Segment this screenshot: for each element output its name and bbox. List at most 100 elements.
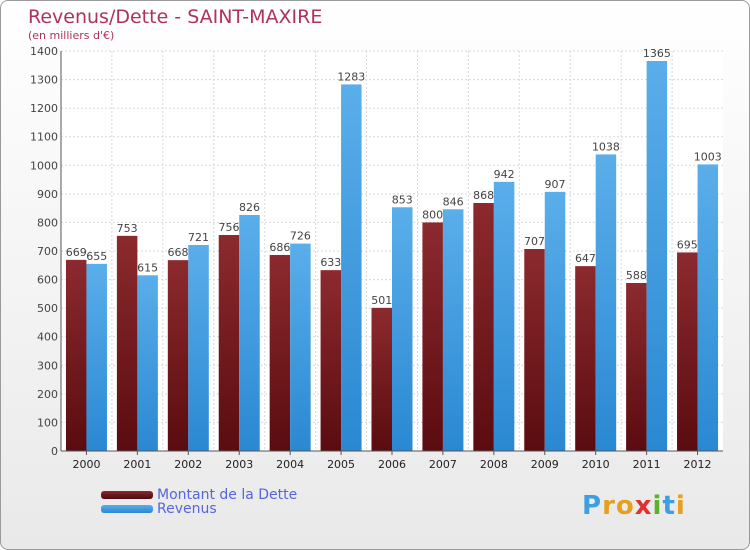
bar-debt-2012 — [677, 252, 698, 451]
logo-letter: r — [602, 491, 616, 521]
y-tick-label: 300 — [37, 359, 58, 372]
bars-layer — [65, 61, 719, 451]
bar-debt-2011 — [626, 283, 647, 451]
bar-debt-2003 — [218, 235, 240, 451]
value-label-revenue-2006: 853 — [392, 193, 413, 206]
value-label-revenue-2010: 1038 — [592, 140, 620, 153]
y-tick-label: 500 — [37, 302, 58, 315]
proxiti-logo: Proxiti — [582, 491, 686, 521]
chart-subtitle: (en milliers d'€) — [28, 29, 115, 42]
y-tick-label: 1100 — [30, 131, 58, 144]
value-label-debt-2010: 647 — [575, 252, 596, 265]
y-tick-label: 800 — [37, 216, 58, 229]
legend-swatch-debt — [101, 491, 153, 499]
y-tick-label: 200 — [37, 388, 58, 401]
bar-debt-2007 — [422, 222, 443, 451]
value-label-revenue-2005: 1283 — [337, 70, 365, 83]
axes-layer: 0 100 200 300 400 500 600 700 800 900 1000 1100 1200… — [30, 45, 723, 471]
bar-revenue-2001 — [137, 275, 158, 451]
y-tick-label: 100 — [37, 416, 58, 429]
x-tick-label: 2006 — [378, 458, 406, 471]
y-tick-label: 0 — [51, 445, 58, 458]
bar-revenue-2011 — [646, 61, 668, 451]
value-label-revenue-2002: 721 — [188, 231, 209, 244]
value-label-debt-2004: 686 — [269, 241, 290, 254]
y-tick-label: 400 — [37, 331, 58, 344]
x-tick-label: 2002 — [174, 458, 202, 471]
bar-revenue-2000 — [86, 263, 107, 451]
x-tick-label: 2000 — [72, 458, 100, 471]
value-label-revenue-2003: 826 — [239, 201, 260, 214]
x-tick-label: 2003 — [225, 458, 253, 471]
value-label-debt-2002: 668 — [168, 246, 189, 259]
value-label-debt-2008: 868 — [473, 189, 494, 202]
value-label-revenue-2007: 846 — [443, 195, 464, 208]
bar-revenue-2009 — [544, 191, 566, 451]
x-tick-label: 2011 — [633, 458, 661, 471]
value-label-revenue-2009: 907 — [545, 178, 566, 191]
legend-item-debt: Montant de la Dette — [101, 487, 298, 503]
legend-item-revenue: Revenus — [101, 501, 217, 517]
bar-revenue-2005 — [341, 84, 362, 451]
bar-revenue-2004 — [290, 243, 311, 451]
x-tick-label: 2009 — [531, 458, 559, 471]
y-tick-label: 1300 — [30, 74, 58, 87]
value-label-debt-2007: 800 — [422, 208, 443, 221]
chart-title: Revenus/Dette - SAINT-MAXIRE — [28, 6, 323, 28]
bar-debt-2008 — [473, 203, 494, 451]
value-label-revenue-2008: 942 — [494, 168, 515, 181]
bar-revenue-2007 — [442, 209, 464, 451]
x-tick-label: 2012 — [684, 458, 712, 471]
logo-letter: x — [634, 491, 653, 521]
logo-letter: P — [582, 491, 603, 521]
bar-revenue-2010 — [595, 154, 617, 451]
legend-label-revenue: Revenus — [157, 501, 217, 517]
value-label-debt-2001: 753 — [117, 222, 138, 235]
bar-debt-2001 — [116, 235, 138, 451]
y-tick-label: 700 — [37, 245, 58, 258]
value-label-debt-2006: 501 — [371, 294, 392, 307]
bar-debt-2006 — [371, 307, 392, 451]
bar-debt-2002 — [167, 260, 189, 451]
bar-revenue-2008 — [493, 181, 515, 451]
value-label-revenue-2012: 1003 — [694, 150, 722, 163]
bar-revenue-2012 — [697, 164, 719, 451]
value-label-debt-2000: 669 — [66, 246, 87, 259]
bar-revenue-2006 — [392, 207, 413, 451]
logo-letter: t — [662, 491, 676, 521]
bar-debt-2000 — [65, 259, 87, 451]
value-label-debt-2003: 756 — [218, 221, 239, 234]
x-tick-label: 2010 — [582, 458, 610, 471]
x-tick-label: 2005 — [327, 458, 355, 471]
value-label-debt-2005: 633 — [320, 256, 341, 269]
y-tick-label: 1400 — [30, 45, 58, 58]
y-tick-label: 1200 — [30, 102, 58, 115]
y-tick-label: 900 — [37, 188, 58, 201]
x-tick-label: 2001 — [123, 458, 151, 471]
value-label-revenue-2004: 726 — [290, 230, 311, 243]
x-tick-label: 2004 — [276, 458, 304, 471]
bar-debt-2005 — [320, 270, 342, 451]
logo-letter: o — [615, 491, 635, 521]
value-label-revenue-2001: 615 — [137, 261, 158, 274]
value-label-revenue-2011: 1365 — [643, 47, 671, 60]
y-tick-label: 1000 — [30, 159, 58, 172]
bar-debt-2004 — [269, 255, 291, 451]
x-tick-label: 2008 — [480, 458, 508, 471]
legend-swatch-revenue — [101, 505, 153, 513]
value-label-debt-2009: 707 — [524, 235, 545, 248]
logo-letter: i — [675, 491, 686, 521]
bar-debt-2010 — [575, 266, 596, 451]
value-label-debt-2012: 695 — [677, 238, 698, 251]
y-tick-label: 600 — [37, 274, 58, 287]
bar-debt-2009 — [524, 249, 545, 451]
value-label-revenue-2000: 655 — [86, 250, 107, 263]
x-tick-label: 2007 — [429, 458, 457, 471]
value-label-debt-2011: 588 — [626, 269, 647, 282]
bar-revenue-2002 — [188, 245, 209, 451]
logo-letter: i — [652, 491, 663, 521]
legend-label-debt: Montant de la Dette — [157, 487, 298, 503]
